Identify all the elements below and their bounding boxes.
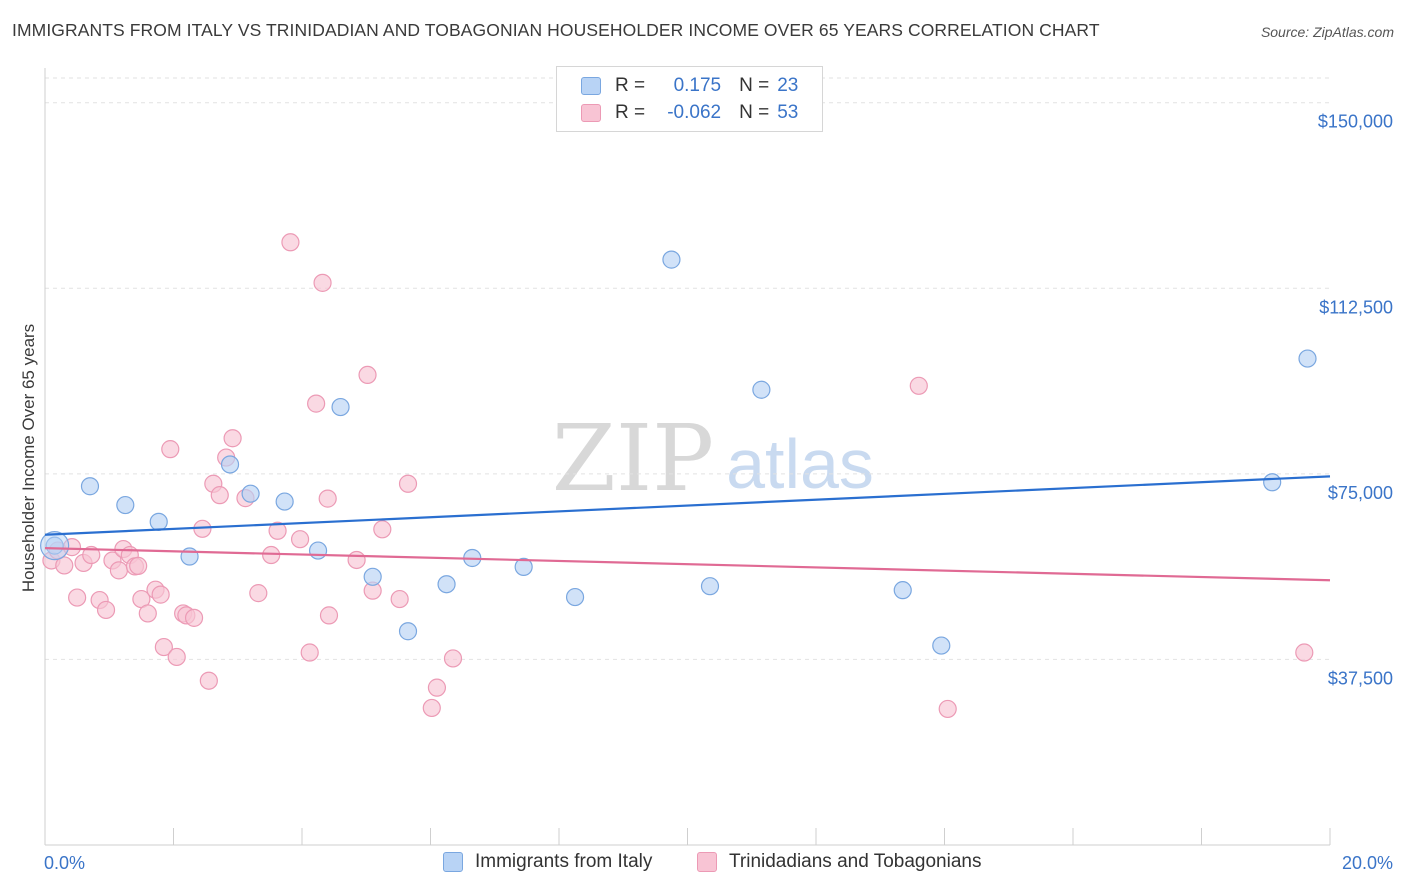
tt-point: [313, 273, 332, 292]
italy-legend-swatch: [443, 852, 463, 872]
tt-point: [347, 550, 366, 570]
italy-n-value: 23: [777, 75, 799, 96]
tt-point: [268, 521, 287, 540]
tt-point: [109, 561, 128, 580]
tt-legend-swatch: [697, 852, 717, 872]
tt-point: [427, 678, 447, 697]
tt-point: [262, 545, 281, 565]
italy-point: [932, 636, 951, 655]
italy-point: [700, 577, 720, 596]
source-label: Source: ZipAtlas.com: [1260, 24, 1394, 40]
tt-point: [138, 604, 157, 623]
tt-point: [82, 545, 101, 565]
tt-point: [909, 376, 928, 395]
tt-swatch: [581, 104, 601, 122]
italy-point: [1263, 473, 1282, 492]
x-tick-label: 0.0%: [44, 853, 85, 873]
chart-title: IMMIGRANTS FROM ITALY VS TRINIDADIAN AND…: [12, 20, 1100, 40]
tt-point: [390, 589, 409, 609]
tt-point: [318, 489, 337, 508]
italy-point: [437, 575, 456, 594]
x-tick-label: 20.0%: [1342, 853, 1393, 873]
italy-swatch: [581, 77, 601, 95]
italy-r-value: 0.175: [673, 75, 722, 96]
italy-point: [363, 567, 382, 586]
r-label: R =: [615, 75, 646, 96]
r-label: R =: [615, 102, 646, 123]
italy-point: [308, 541, 328, 560]
series-legend-tt: Trinidadians and Tobagonians: [697, 851, 981, 873]
legend-row-italy: R = 0.175 N = 23: [581, 74, 798, 98]
italy-point: [220, 455, 240, 474]
tt-point: [161, 440, 180, 459]
tt-point: [290, 530, 310, 549]
tt-point: [249, 584, 268, 603]
correlation-legend: R = 0.175 N = 23 R = -0.062 N = 53: [556, 66, 823, 132]
italy-point: [80, 477, 100, 496]
tt-point: [129, 556, 148, 576]
italy-point: [331, 397, 350, 417]
axes: [44, 68, 1331, 846]
italy-legend-label: Immigrants from Italy: [475, 851, 653, 872]
tt-point: [223, 429, 242, 448]
grid-lines: [45, 77, 1330, 660]
tt-point: [184, 608, 204, 627]
tt-point: [422, 698, 441, 718]
tt-point: [154, 637, 173, 657]
y-axis-label: Householder Income Over 65 years: [19, 324, 38, 592]
italy-point: [514, 557, 533, 577]
italy-point: [565, 587, 585, 607]
italy-point: [149, 512, 168, 531]
italy-trend-line: [44, 475, 1331, 536]
italy-point: [398, 622, 418, 641]
italy-point: [752, 380, 771, 399]
italy-point: [241, 484, 260, 503]
y-tick-label: $75,000: [1328, 483, 1393, 503]
tt-point: [358, 365, 377, 385]
tt-point: [443, 649, 463, 668]
n-label: N =: [739, 75, 770, 96]
legend-row-tt: R = -0.062 N = 53: [581, 101, 798, 125]
tt-trend-line: [44, 546, 1331, 582]
italy-cluster-point: [40, 531, 70, 561]
watermark-zip: ZIP: [552, 405, 714, 512]
italy-point: [1298, 349, 1317, 368]
trend-lines: [44, 475, 1331, 582]
tt-point: [167, 647, 186, 667]
tt-point: [151, 585, 170, 604]
watermark-atlas: atlas: [726, 425, 874, 503]
watermark: ZIP atlas: [552, 405, 874, 512]
tt-point: [199, 671, 218, 690]
tt-point: [398, 474, 418, 493]
tt-point: [281, 233, 300, 252]
y-tick-label: $112,500: [1319, 297, 1393, 317]
tt-n-value: 53: [777, 102, 799, 123]
tt-point: [96, 600, 116, 620]
tt-r-value: -0.062: [667, 102, 722, 123]
tt-point: [373, 520, 392, 539]
n-label: N =: [739, 102, 770, 123]
tt-point: [55, 556, 74, 575]
tt-point: [68, 588, 87, 607]
tt-point: [307, 394, 326, 413]
axis-labels: $37,500 $75,000 $112,500 $150,000 0.0% 20.0% H…: [19, 112, 1393, 873]
tt-point: [210, 486, 229, 505]
tt-point: [938, 699, 957, 719]
tt-point: [319, 606, 339, 625]
tt-legend-label: Trinidadians and Tobagonians: [729, 851, 982, 872]
y-tick-label: $150,000: [1318, 112, 1393, 132]
tt-point: [1295, 643, 1314, 662]
y-tick-label: $37,500: [1328, 668, 1393, 688]
italy-point: [116, 495, 135, 515]
series-legend-italy: Immigrants from Italy: [443, 851, 652, 873]
italy-point: [662, 250, 681, 269]
italy-point: [275, 492, 294, 511]
data-points: [40, 233, 1317, 719]
tt-point: [300, 643, 319, 662]
italy-point: [893, 581, 912, 600]
